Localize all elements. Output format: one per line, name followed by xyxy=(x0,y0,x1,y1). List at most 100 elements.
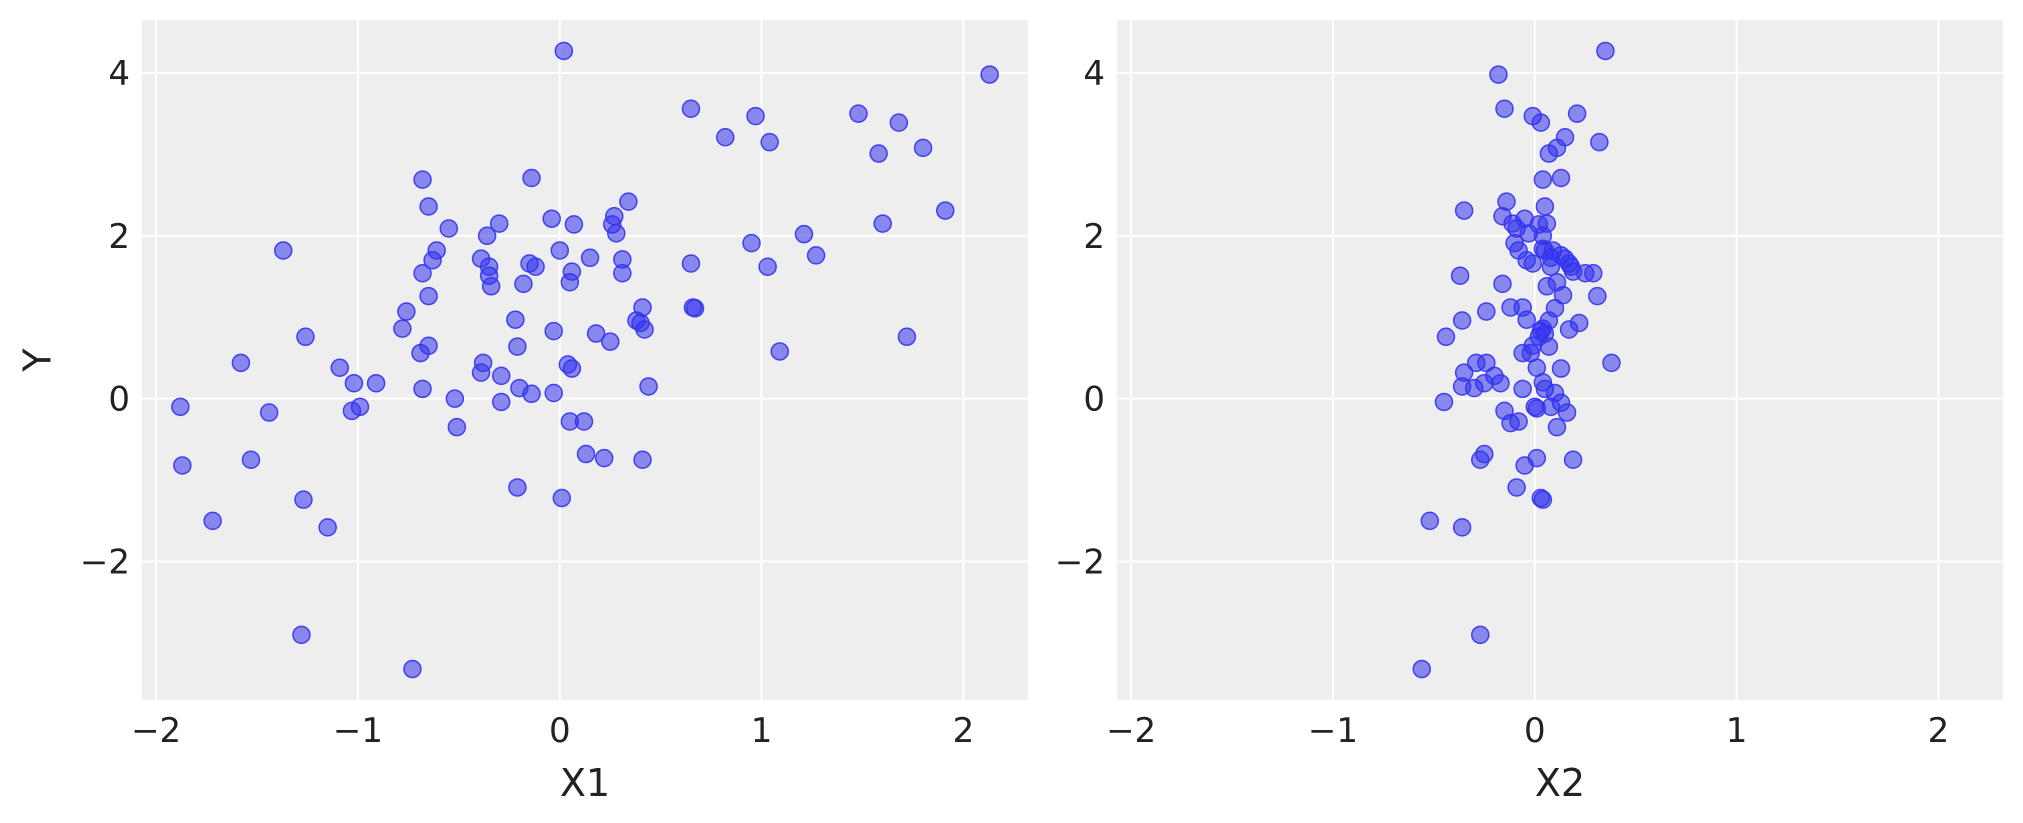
data-point xyxy=(292,625,311,645)
data-point xyxy=(1602,353,1621,373)
data-point xyxy=(564,215,584,234)
y-tick-label: 4 xyxy=(108,54,130,94)
data-point xyxy=(522,168,541,188)
data-point xyxy=(506,310,525,329)
data-point xyxy=(1555,249,1575,268)
data-point xyxy=(1529,327,1549,347)
data-point xyxy=(447,417,467,437)
data-point xyxy=(544,383,563,403)
data-point xyxy=(1569,313,1589,333)
data-point xyxy=(508,337,527,356)
data-point xyxy=(1475,373,1494,393)
data-point xyxy=(397,302,416,321)
data-point xyxy=(742,233,761,253)
data-point xyxy=(203,511,222,531)
data-point xyxy=(1527,448,1547,468)
data-point xyxy=(1452,518,1472,537)
x-tick-label: −1 xyxy=(1308,711,1358,751)
data-point xyxy=(1454,201,1474,220)
data-point xyxy=(1541,257,1561,277)
data-point xyxy=(633,450,652,470)
data-point xyxy=(1513,379,1532,399)
x-tick-label: 0 xyxy=(1524,711,1546,751)
data-point xyxy=(318,518,337,537)
y-tick-label: 0 xyxy=(108,380,130,420)
tick-labels: −2 −1 0 1 2 −2 0 2 4 xyxy=(1055,54,1949,751)
data-point xyxy=(403,659,422,679)
data-point xyxy=(681,254,701,273)
data-point xyxy=(522,384,541,404)
data-points xyxy=(1412,41,1621,679)
data-point xyxy=(481,277,501,296)
data-point xyxy=(1477,353,1496,373)
data-point xyxy=(1525,397,1545,417)
data-point xyxy=(758,257,777,277)
x-tick-label: −2 xyxy=(131,711,181,751)
y-tick-label: 2 xyxy=(108,217,130,257)
y-tick-label: 2 xyxy=(1083,217,1105,257)
grid xyxy=(1117,20,2003,700)
data-point xyxy=(681,99,701,119)
data-point xyxy=(171,397,190,417)
x-tick-label: 2 xyxy=(953,711,975,751)
scatter-panel-x1: −2 −1 0 1 2 −2 0 2 4 X1 Y xyxy=(16,20,1028,805)
data-point xyxy=(1567,104,1587,123)
data-point xyxy=(477,226,497,246)
data-point xyxy=(770,342,790,361)
data-point xyxy=(1477,302,1496,321)
data-point xyxy=(514,274,533,294)
data-point xyxy=(489,214,509,233)
data-point xyxy=(562,262,582,281)
tick-labels: −2 −1 0 1 2 −2 0 2 4 xyxy=(80,54,974,751)
data-point xyxy=(936,201,955,220)
data-point xyxy=(1539,144,1559,163)
data-point xyxy=(594,448,614,468)
data-point xyxy=(294,490,313,509)
data-point xyxy=(1557,403,1577,422)
x-tick-label: 1 xyxy=(1726,711,1748,751)
data-point xyxy=(445,389,465,408)
data-point xyxy=(296,327,315,347)
data-point xyxy=(330,358,350,377)
data-point xyxy=(1501,298,1520,317)
x-tick-label: 2 xyxy=(1928,711,1950,751)
data-point xyxy=(873,214,892,233)
data-point xyxy=(1551,359,1571,378)
data-point xyxy=(619,192,638,211)
data-point xyxy=(1590,132,1609,152)
data-point xyxy=(562,359,582,378)
data-point xyxy=(576,444,596,464)
data-point xyxy=(1507,478,1526,497)
data-point xyxy=(897,327,917,347)
data-point xyxy=(350,397,370,417)
data-point xyxy=(1434,392,1454,412)
data-point xyxy=(580,248,600,268)
data-point xyxy=(526,257,545,277)
data-point xyxy=(1436,327,1456,347)
data-point xyxy=(1553,286,1573,305)
data-point xyxy=(1539,311,1559,330)
data-point xyxy=(613,250,632,269)
data-point xyxy=(552,488,572,508)
x-axis-label: X2 xyxy=(1535,761,1585,805)
data-point xyxy=(231,353,251,373)
data-point xyxy=(344,373,364,393)
data-point xyxy=(1471,625,1490,645)
data-point xyxy=(413,264,432,283)
data-point xyxy=(259,403,279,422)
data-point xyxy=(413,170,432,189)
data-point xyxy=(419,197,438,216)
data-point xyxy=(746,106,765,126)
data-point xyxy=(1563,450,1583,470)
data-point xyxy=(633,298,652,317)
data-point xyxy=(1495,99,1514,119)
scatter-panel-x2: −2 −1 0 1 2 −2 0 2 4 X2 xyxy=(1055,20,2003,805)
data-point xyxy=(849,104,868,123)
y-tick-label: −2 xyxy=(80,543,130,583)
data-point xyxy=(889,113,909,132)
y-tick-label: 4 xyxy=(1083,54,1105,94)
data-point xyxy=(274,241,293,260)
data-point xyxy=(544,321,563,341)
data-point xyxy=(491,366,511,386)
